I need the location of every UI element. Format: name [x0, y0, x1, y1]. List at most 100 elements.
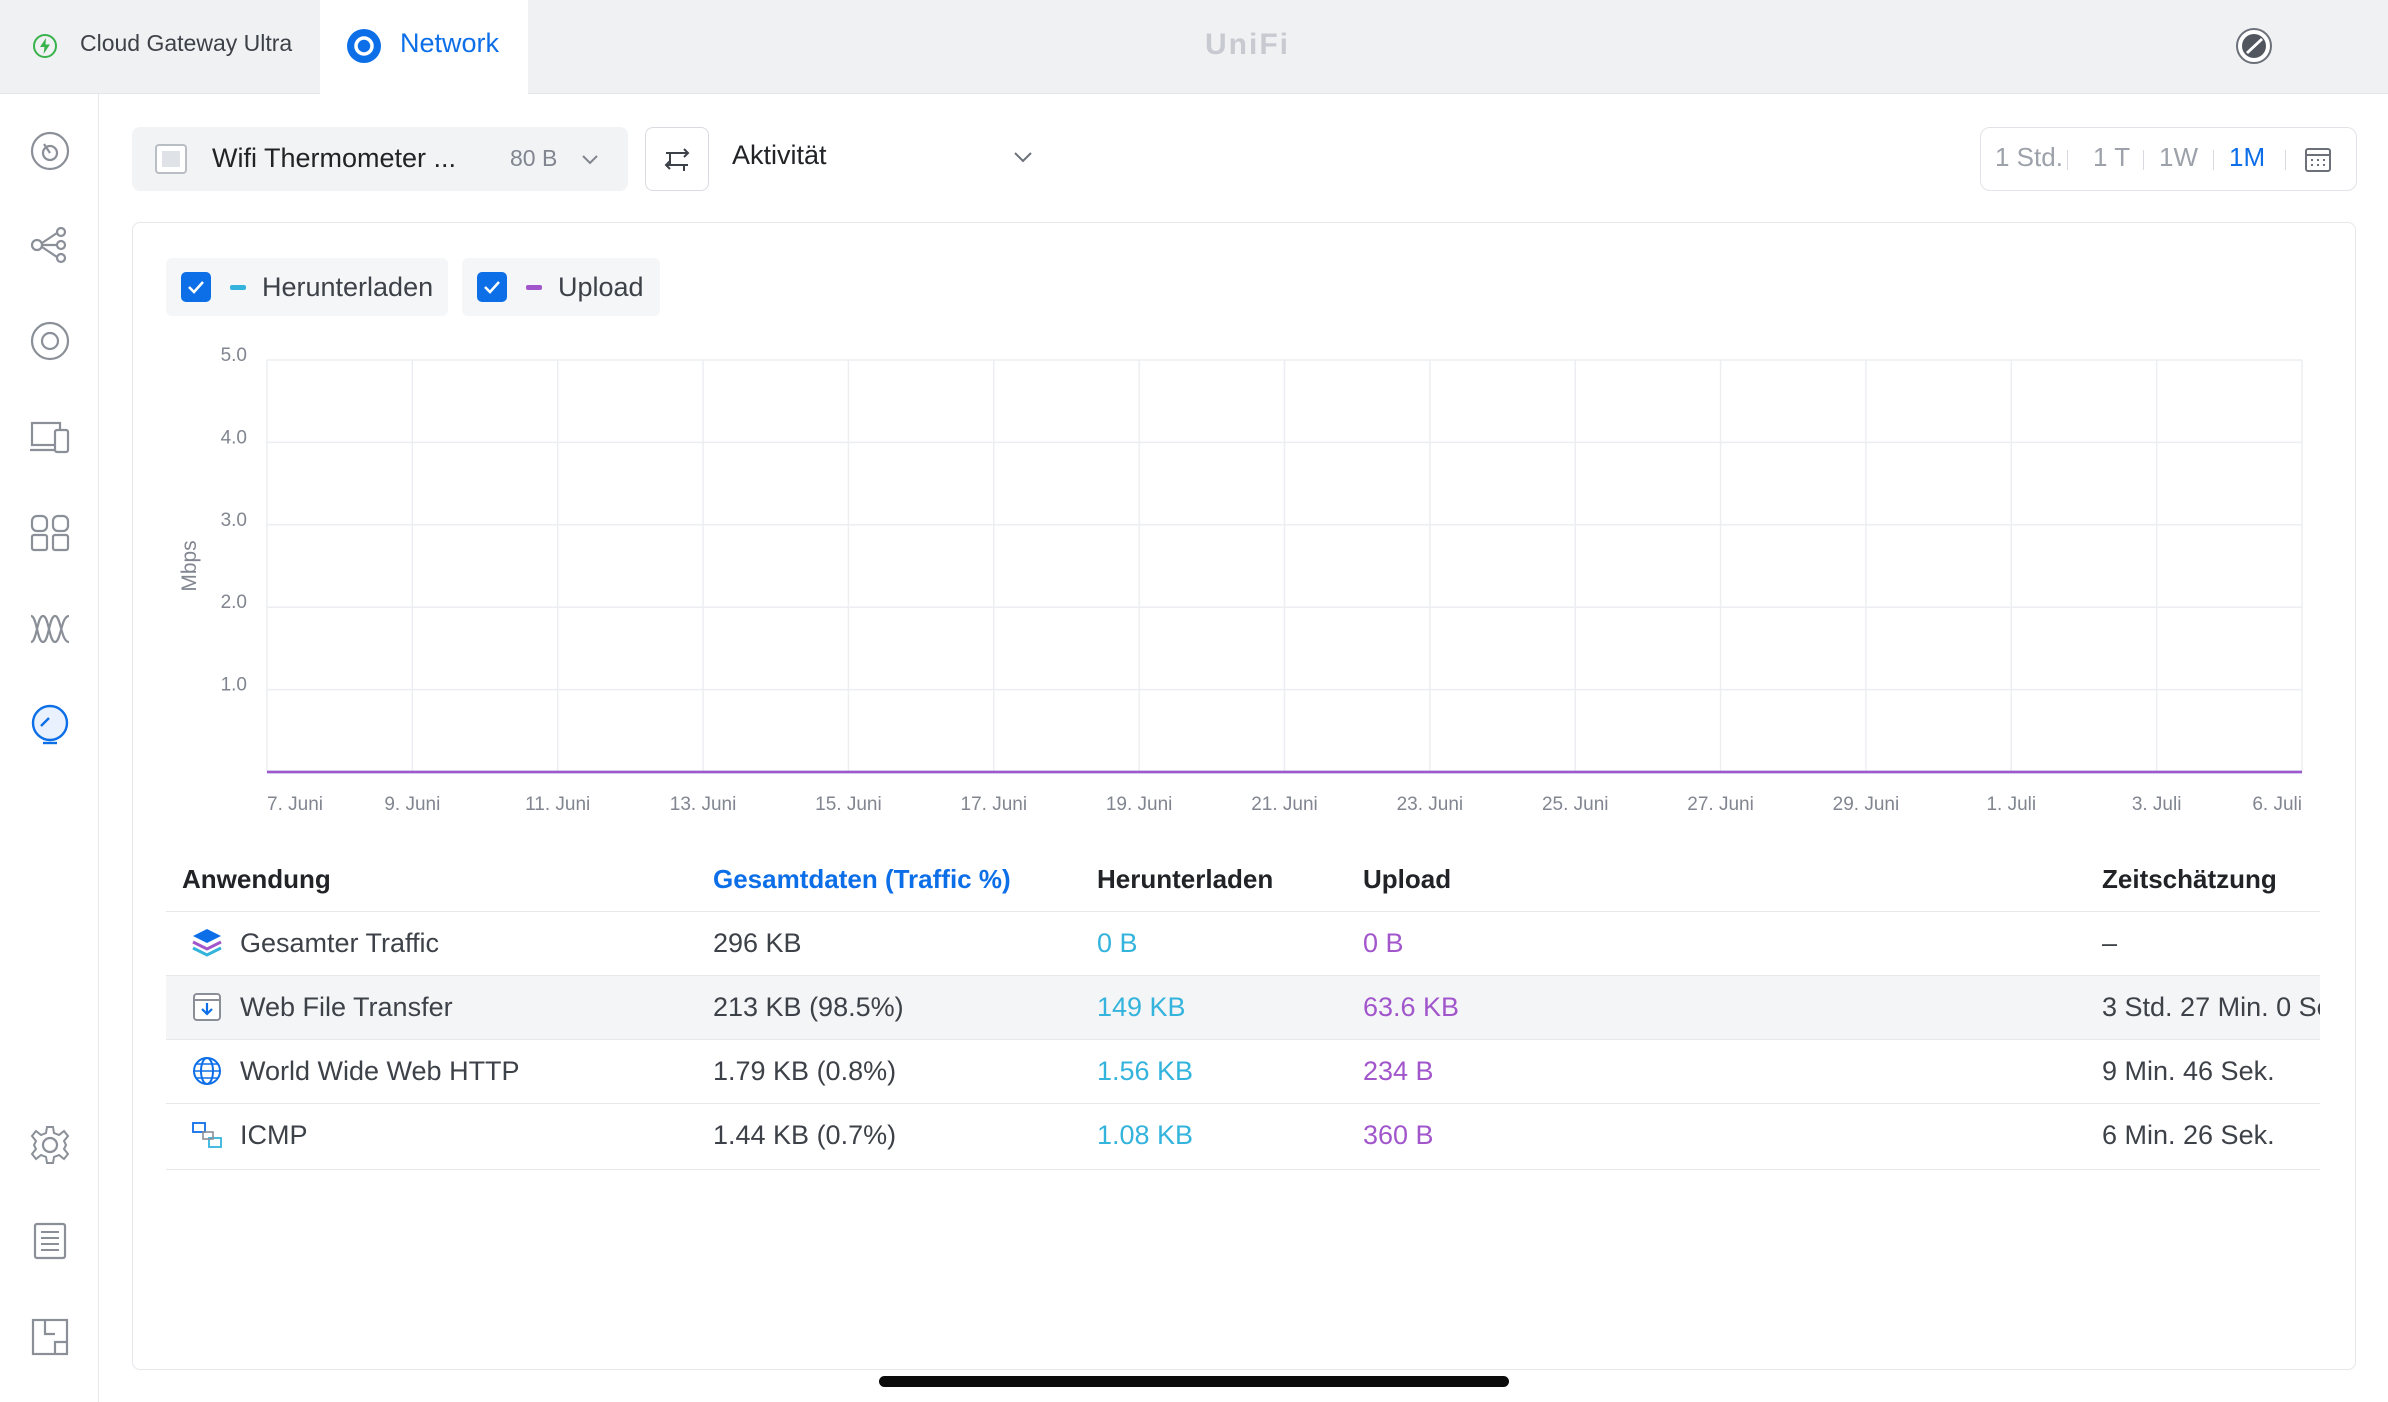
client-devices-icon[interactable] [27, 414, 73, 460]
table-row[interactable]: ICMP 1.44 KB (0.7%) 1.08 KB 360 B 6 Min.… [166, 1103, 2320, 1167]
y-tick-label: 2.0 [221, 592, 247, 613]
floorplan-icon[interactable] [27, 1314, 73, 1360]
download-value: 149 KB [1097, 992, 1186, 1022]
settings-gear-icon[interactable] [27, 1122, 73, 1168]
x-tick-label: 27. Juni [1687, 794, 1754, 815]
upload-value: 360 B [1363, 1120, 1434, 1150]
divider [2143, 150, 2144, 170]
col-header-app[interactable]: Anwendung [182, 864, 331, 894]
time-value: 3 Std. 27 Min. 0 Sek. [2102, 992, 2320, 1022]
legend-upload-label: Upload [558, 272, 644, 302]
col-header-download[interactable]: Herunterladen [1097, 864, 1274, 894]
upload-value: 234 B [1363, 1056, 1434, 1086]
x-tick-label: 6. Juli [2252, 794, 2302, 815]
chevron-down-icon[interactable] [1010, 144, 1036, 170]
app-name: Gesamter Traffic [240, 928, 440, 958]
x-tick-label: 7. Juni [267, 794, 323, 815]
network-nodes-icon [192, 1122, 222, 1148]
x-tick-label: 25. Juni [1542, 794, 1609, 815]
x-tick-label: 3. Juli [2132, 794, 2182, 815]
topology-icon[interactable] [27, 222, 73, 268]
upload-value: 63.6 KB [1363, 992, 1460, 1022]
swap-icon [664, 148, 690, 171]
legend-download[interactable]: Herunterladen [166, 258, 448, 316]
traffic-chart: 5.0 4.0 3.0 2.0 1.0 7. Juni 9. Juni 11. Juni 13.… [178, 345, 2303, 815]
file-download-icon [193, 993, 221, 1021]
table-row[interactable]: Web File Transfer 213 KB (98.5%) 149 KB … [166, 975, 2320, 1039]
range-1-week[interactable]: 1W [2159, 142, 2198, 172]
checkbox-checked-icon[interactable] [181, 272, 211, 302]
user-avatar-icon[interactable] [2235, 27, 2273, 65]
swap-button[interactable] [645, 127, 709, 191]
device-name: Wifi Thermometer ... [212, 143, 457, 173]
lightning-icon [33, 34, 57, 58]
device-size: 80 B [510, 145, 558, 171]
x-tick-label: 15. Juni [815, 794, 882, 815]
dashboard-icon[interactable] [27, 128, 73, 174]
time-value: – [2102, 928, 2118, 958]
col-header-total[interactable]: Gesamtdaten (Traffic %) [713, 864, 1011, 894]
network-app-icon [347, 29, 381, 63]
divider [2213, 150, 2214, 170]
range-1-day[interactable]: 1 T [2093, 142, 2131, 172]
total-value: 296 KB [713, 928, 802, 958]
x-tick-label: 21. Juni [1251, 794, 1318, 815]
traffic-card [132, 222, 2356, 1370]
unifi-logo: UniFi [1205, 28, 1290, 61]
download-swatch [230, 285, 246, 290]
upload-swatch [526, 285, 542, 290]
x-tick-label: 9. Juni [384, 794, 440, 815]
y-tick-label: 1.0 [221, 675, 247, 696]
table-row[interactable]: World Wide Web HTTP 1.79 KB (0.8%) 1.56 … [166, 1039, 2320, 1103]
device-selector[interactable]: Wifi Thermometer ... 80 B [132, 127, 628, 191]
chevron-down-icon [582, 155, 598, 165]
top-bar: Cloud Gateway Ultra Network UniFi [0, 0, 2388, 94]
activity-dropdown[interactable]: Aktivität [732, 140, 827, 170]
layers-icon [192, 929, 222, 957]
legend-upload[interactable]: Upload [462, 258, 660, 316]
logs-list-icon[interactable] [27, 1218, 73, 1264]
x-tick-label: 17. Juni [961, 794, 1028, 815]
range-1-hour[interactable]: 1 Std. [1995, 142, 2063, 172]
range-1-month[interactable]: 1M [2229, 142, 2266, 172]
checkbox-checked-icon[interactable] [477, 272, 507, 302]
download-value: 0 B [1097, 928, 1138, 958]
sidebar [0, 94, 99, 1402]
tab-cloud-gateway[interactable]: Cloud Gateway Ultra [0, 0, 320, 93]
time-value: 6 Min. 26 Sek. [2102, 1120, 2275, 1150]
total-value: 1.79 KB (0.8%) [713, 1056, 897, 1086]
calendar-icon[interactable] [2303, 144, 2333, 174]
globe-icon [193, 1057, 221, 1085]
time-value: 9 Min. 46 Sek. [2102, 1056, 2275, 1086]
upload-value: 0 B [1363, 928, 1404, 958]
download-value: 1.56 KB [1097, 1056, 1194, 1086]
app-name: Web File Transfer [240, 992, 453, 1022]
home-indicator [879, 1376, 1509, 1387]
y-tick-label: 5.0 [221, 345, 247, 366]
table-row[interactable]: Gesamter Traffic 296 KB 0 B 0 B – [166, 911, 2320, 975]
col-header-time[interactable]: Zeitschätzung [2102, 864, 2277, 894]
tab-label: Cloud Gateway Ultra [80, 30, 293, 56]
app-name: World Wide Web HTTP [240, 1056, 520, 1086]
y-axis-label: Mbps [178, 540, 201, 591]
divider [2067, 150, 2068, 170]
col-header-upload[interactable]: Upload [1363, 864, 1452, 894]
app-name: ICMP [240, 1120, 308, 1150]
insights-wave-icon[interactable] [27, 606, 73, 652]
ports-icon[interactable] [27, 510, 73, 556]
y-tick-label: 4.0 [221, 427, 247, 448]
x-tick-label: 23. Juni [1397, 794, 1464, 815]
y-tick-label: 3.0 [221, 510, 247, 531]
divider [166, 1169, 2320, 1170]
x-tick-label: 11. Juni [525, 794, 590, 815]
tab-label: Network [400, 28, 500, 58]
x-tick-label: 29. Juni [1833, 794, 1900, 815]
system-log-icon[interactable] [27, 702, 73, 748]
divider [2285, 150, 2286, 170]
unifi-devices-icon[interactable] [27, 318, 73, 364]
x-tick-label: 19. Juni [1106, 794, 1173, 815]
total-value: 1.44 KB (0.7%) [713, 1120, 897, 1150]
legend-download-label: Herunterladen [262, 272, 434, 302]
total-value: 213 KB (98.5%) [713, 992, 904, 1022]
tab-network[interactable]: Network [320, 0, 528, 94]
